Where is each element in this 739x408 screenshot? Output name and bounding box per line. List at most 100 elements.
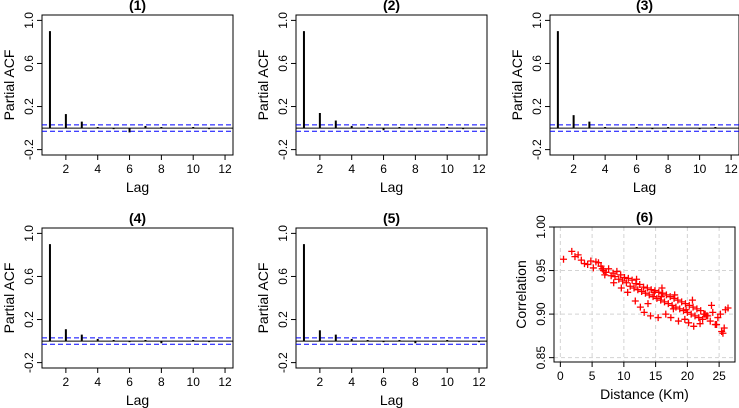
scatter-point [657, 293, 665, 301]
scatter-point [658, 284, 666, 292]
scatter-point [647, 312, 655, 320]
scatter-point [615, 275, 623, 283]
scatter-point [605, 265, 613, 273]
x-tick-label: 10 [617, 369, 631, 383]
y-tick-label: 0.2 [276, 98, 290, 115]
scatter-point [624, 288, 632, 296]
y-tick-label: -0.2 [530, 139, 544, 160]
y-axis-label: Partial ACF [509, 50, 525, 121]
chart-title: (5) [383, 210, 400, 226]
scatter-point [580, 260, 588, 268]
scatter-point [681, 300, 689, 308]
x-tick-label: 10 [693, 162, 707, 176]
x-tick-label: 5 [589, 369, 596, 383]
scatter-point [587, 257, 595, 265]
scatter-point [666, 293, 674, 301]
plot-frame [549, 14, 739, 156]
scatter-point [695, 314, 703, 322]
x-axis-label: Lag [126, 392, 149, 408]
scatter-point [674, 317, 682, 325]
scatter-point [678, 298, 686, 306]
scatter-point [631, 297, 639, 305]
x-tick-label: 25 [712, 369, 726, 383]
scatter-point [667, 314, 675, 322]
scatter-point [577, 256, 585, 264]
x-tick-label: 0 [557, 369, 564, 383]
panel-6: (6) 0 5 10 15 20 25 0.85 0.90 0.95 1.00 Distance (K… [513, 209, 736, 402]
x-tick-label: 8 [665, 162, 672, 176]
y-tick-label: 0.2 [276, 311, 290, 328]
x-tick-label: 12 [472, 162, 486, 176]
x-tick-label: 6 [126, 375, 133, 389]
scatter-point [640, 283, 648, 291]
panel-3: (3) 2 4 6 8 10 12 -0.2 0.2 0.6 1.0 Lag Partial ACF [509, 0, 739, 195]
chart-title: (2) [383, 0, 400, 13]
y-tick-label: 0.2 [530, 98, 544, 115]
scatter-point [671, 291, 679, 299]
y-tick-label: 0.2 [22, 98, 36, 115]
x-tick-label: 8 [158, 162, 165, 176]
x-tick-label: 8 [412, 162, 419, 176]
scatter-point [634, 286, 642, 294]
x-tick-label: 2 [570, 162, 577, 176]
x-tick-label: 4 [348, 162, 355, 176]
scatter-point [689, 303, 697, 311]
scatter-point [640, 308, 648, 316]
panel-2: (2) 2 4 6 8 10 12 -0.2 0.2 0.6 1.0 Lag Partial ACF [255, 0, 488, 195]
scatter-point [638, 287, 646, 295]
scatter-point [628, 276, 636, 284]
y-tick-label: 1.0 [276, 225, 290, 242]
x-tick-label: 20 [681, 369, 695, 383]
x-tick-label: 2 [317, 375, 324, 389]
scatter-point [626, 282, 634, 290]
scatter-point [662, 310, 670, 318]
scatter-point [719, 329, 727, 337]
scatter-point [682, 306, 690, 314]
scatter-point [653, 294, 661, 302]
x-axis-label: Lag [126, 179, 149, 195]
x-tick-label: 12 [218, 162, 232, 176]
x-tick-label: 6 [380, 162, 387, 176]
y-tick-label: 1.0 [22, 225, 36, 242]
scatter-point [571, 253, 579, 261]
plot-frame [553, 226, 736, 363]
scatter-point [668, 301, 676, 309]
scatter-point [617, 284, 625, 292]
scatter-point [688, 296, 696, 304]
x-tick-label: 10 [441, 162, 455, 176]
scatter-point [661, 298, 669, 306]
y-tick-label: 1.0 [22, 12, 36, 29]
scatter-point [598, 265, 606, 273]
scatter-point [641, 289, 649, 297]
scatter-point [630, 284, 638, 292]
scatter-point [560, 255, 568, 263]
plot-frame [41, 14, 234, 156]
chart-title: (4) [129, 210, 146, 226]
scatter-point [574, 251, 582, 259]
scatter-point [716, 310, 724, 318]
scatter-point [674, 296, 682, 304]
y-tick-label: 0.6 [276, 268, 290, 285]
scatter-point [681, 315, 689, 323]
scatter-point [617, 271, 625, 279]
scatter-point [611, 273, 619, 281]
scatter-point [687, 310, 695, 318]
x-tick-label: 10 [187, 375, 201, 389]
scatter-point [696, 320, 704, 328]
scatter-point [690, 322, 698, 330]
y-axis-label: Partial ACF [255, 50, 271, 121]
y-tick-label: -0.2 [276, 139, 290, 160]
y-axis-label: Partial ACF [1, 263, 17, 334]
scatter-point [662, 291, 670, 299]
x-tick-label: 2 [63, 162, 70, 176]
scatter-point [720, 324, 728, 332]
y-axis-label: Correlation [513, 260, 529, 328]
scatter-point [636, 280, 644, 288]
y-tick-label: 0.6 [22, 268, 36, 285]
panel-5: (5) 2 4 6 8 10 12 -0.2 0.2 0.6 1.0 Lag Partial ACF [255, 210, 488, 408]
scatter-point [724, 304, 732, 312]
x-tick-label: 10 [187, 162, 201, 176]
scatter-point [691, 312, 699, 320]
x-tick-label: 2 [317, 162, 324, 176]
